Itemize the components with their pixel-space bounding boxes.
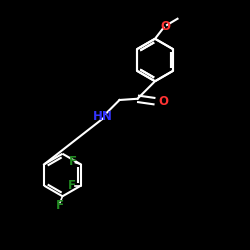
Text: F: F	[68, 179, 76, 192]
Text: F: F	[69, 155, 77, 168]
Text: O: O	[158, 95, 168, 108]
Text: F: F	[56, 199, 64, 212]
Text: HN: HN	[93, 110, 113, 123]
Text: O: O	[160, 20, 170, 33]
